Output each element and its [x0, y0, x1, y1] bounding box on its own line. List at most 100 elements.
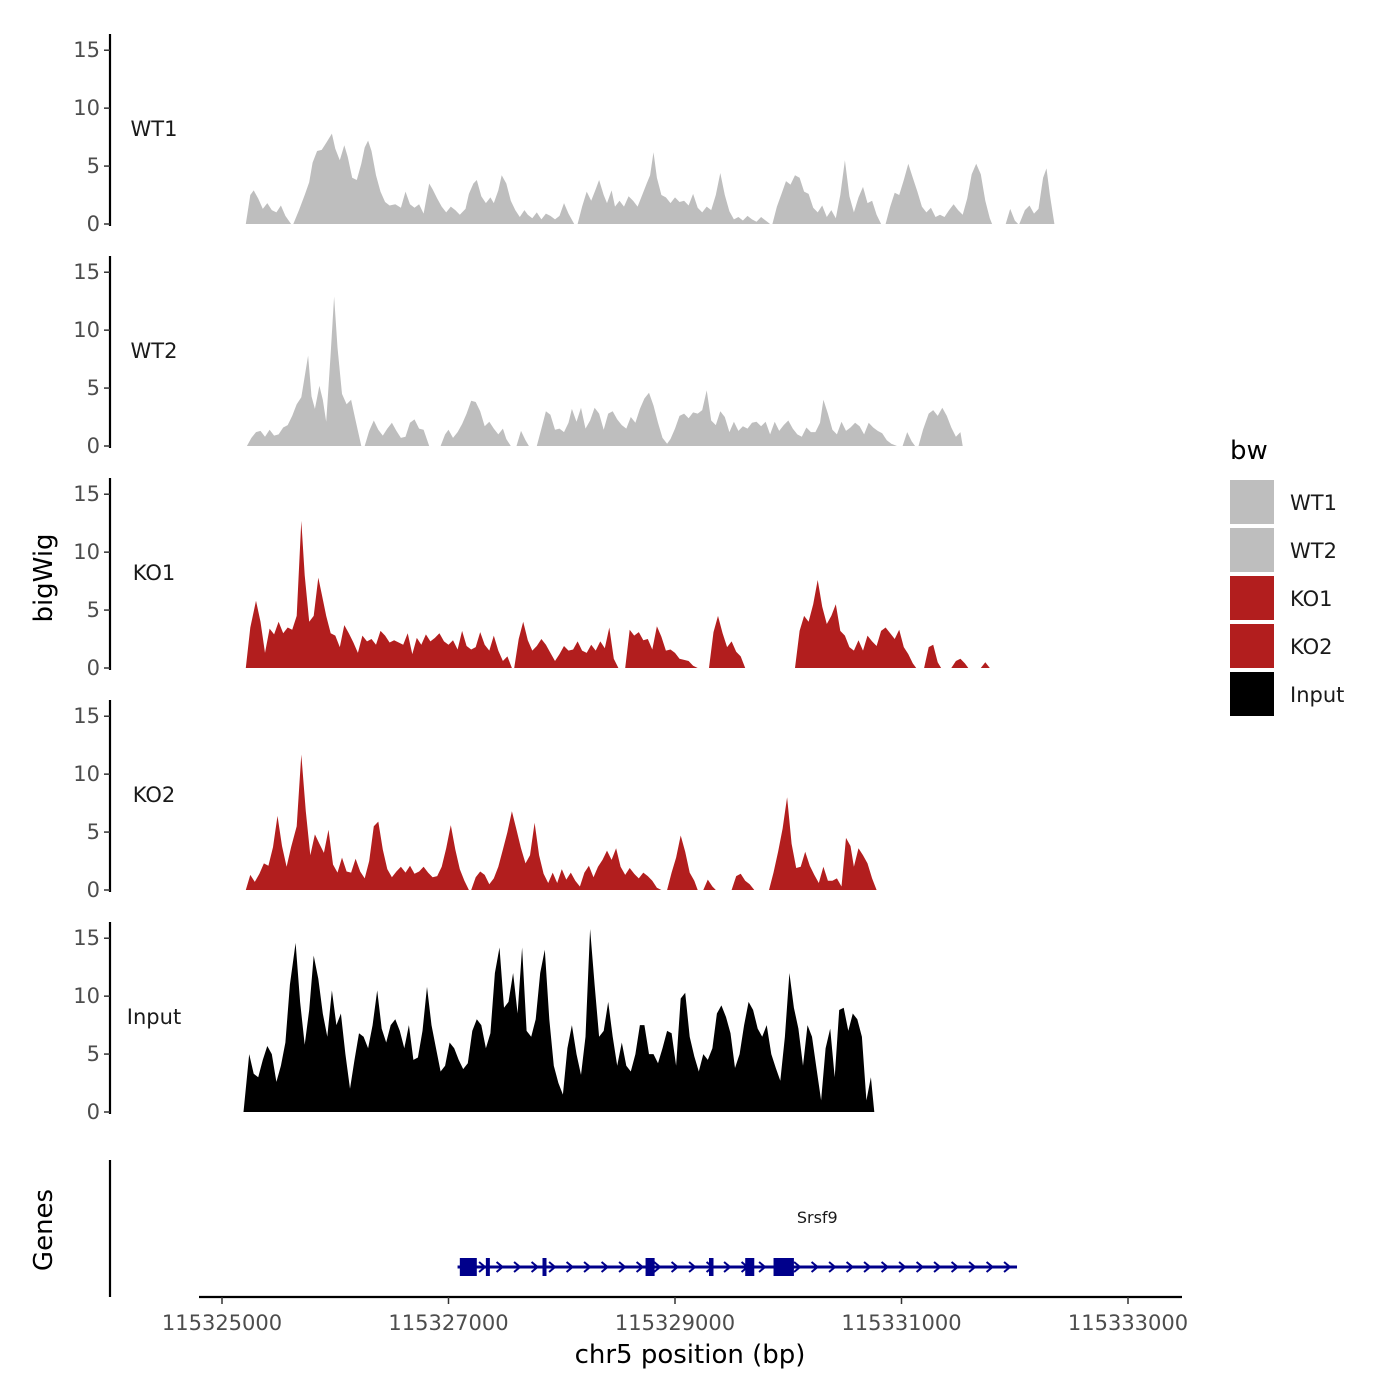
coverage-area-ko1-1	[514, 621, 619, 668]
strand-arrow	[513, 1261, 522, 1273]
coverage-area-wt1-2	[577, 152, 771, 224]
strand-arrow	[618, 1261, 627, 1273]
y-tick-label: 15	[73, 260, 100, 284]
coverage-area-ko2-1	[471, 811, 662, 890]
coverage-area-ko1-6	[951, 658, 969, 668]
track-label-ko1: KO1	[133, 561, 176, 585]
track-wt2: 0 5 10 15 WT2	[73, 256, 963, 458]
coverage-area-wt2-4	[536, 390, 897, 446]
legend-item-wt2: WT2	[1230, 528, 1337, 572]
y-tick-label: 10	[73, 762, 100, 786]
strand-arrow	[670, 1261, 680, 1273]
y-tick-label: 5	[87, 1042, 100, 1066]
strand-arrow	[653, 1261, 662, 1273]
coverage-area-ko2-5	[769, 797, 877, 890]
coverage-area-ko2-4	[731, 873, 755, 890]
legend-label: KO1	[1290, 587, 1333, 611]
strand-arrow	[530, 1261, 540, 1273]
y-axis-title: bigWig	[29, 533, 59, 622]
x-tick-label: 115331000	[841, 1311, 961, 1335]
coverage-area-ko2-0	[245, 754, 469, 890]
legend: bw WT1 WT2 KO1 KO2 Input	[1230, 436, 1344, 716]
strand-arrow	[600, 1261, 610, 1273]
gene-panel-title: Genes	[29, 1189, 59, 1271]
strand-arrow	[723, 1261, 732, 1273]
coverage-area-wt2-0	[246, 296, 362, 446]
y-tick-label: 15	[73, 704, 100, 728]
coverage-area-ko1-3	[709, 615, 746, 668]
y-tick-label: 15	[73, 482, 100, 506]
legend-label: WT1	[1290, 491, 1337, 515]
strand-arrow	[478, 1261, 487, 1273]
coverage-area-wt1-3	[772, 160, 882, 224]
x-axis: 115325000 115327000 115329000 115331000 1153…	[162, 1295, 1188, 1335]
x-tick-label: 115333000	[1068, 1311, 1188, 1335]
exon-3	[542, 1258, 547, 1276]
y-tick-label: 0	[87, 212, 100, 236]
track-input: 0 5 10 15 Input	[73, 922, 875, 1124]
legend-label: WT2	[1290, 539, 1337, 563]
y-tick-label: 15	[73, 38, 100, 62]
y-tick-label: 10	[73, 984, 100, 1008]
coverage-area-ko1-2	[625, 626, 698, 668]
coverage-area-wt1-6	[1019, 168, 1055, 224]
y-tick-label: 10	[73, 318, 100, 342]
strand-arrow	[880, 1261, 890, 1273]
coverage-area-ko1-7	[980, 662, 990, 668]
strand-arrow	[828, 1261, 837, 1273]
strand-arrow	[863, 1261, 872, 1273]
gene-name-label: Srsf9	[797, 1208, 838, 1227]
x-axis-title: chr5 position (bp)	[575, 1340, 806, 1370]
exon-6	[745, 1258, 755, 1276]
y-tick-label: 0	[87, 434, 100, 458]
y-tick-label: 5	[87, 154, 100, 178]
y-tick-label: 5	[87, 598, 100, 622]
x-tick-label: 115325000	[162, 1311, 282, 1335]
coverage-area-wt1-4	[885, 163, 993, 224]
exon-5	[708, 1258, 714, 1276]
coverage-area-ko2-3	[703, 879, 716, 890]
legend-item-ko1: KO1	[1230, 576, 1333, 620]
legend-item-input: Input	[1230, 672, 1344, 716]
coverage-area-wt2-3	[516, 430, 529, 446]
strand-arrow	[933, 1261, 942, 1273]
coverage-tracks: 0 5 10 15 WT1 0 5 10 15 WT2 0 5 10 15 KO1 0 5 10 15 KO2 0 5 10…	[73, 34, 1055, 1124]
legend-swatch	[1230, 576, 1274, 620]
coverage-area-wt2-5	[902, 432, 916, 446]
strand-arrow	[793, 1261, 802, 1273]
strand-arrow	[688, 1261, 697, 1273]
coverage-area-wt1-5	[1005, 208, 1019, 224]
x-tick-label: 115329000	[615, 1311, 735, 1335]
y-tick-label: 0	[87, 878, 100, 902]
strand-arrow	[915, 1261, 925, 1273]
strand-arrow	[1003, 1261, 1012, 1273]
x-tick-label: 115327000	[388, 1311, 508, 1335]
strand-arrow	[968, 1261, 977, 1273]
coverage-area-input-0	[243, 929, 875, 1112]
exon-1	[459, 1258, 477, 1276]
coverage-area-wt2-1	[364, 419, 430, 446]
track-label-wt1: WT1	[131, 117, 178, 141]
legend-item-wt1: WT1	[1230, 480, 1337, 524]
y-tick-label: 15	[73, 926, 100, 950]
strand-arrow	[985, 1261, 995, 1273]
coverage-area-ko1-4	[795, 580, 917, 668]
coverage-area-wt2-2	[440, 400, 511, 446]
legend-swatch	[1230, 672, 1274, 716]
legend-title: bw	[1230, 436, 1268, 466]
y-tick-label: 5	[87, 376, 100, 400]
coverage-area-ko1-0	[245, 520, 512, 668]
exon-2	[485, 1258, 490, 1276]
strand-arrow	[845, 1261, 855, 1273]
strand-arrow	[548, 1261, 557, 1273]
y-tick-label: 5	[87, 820, 100, 844]
strand-arrow	[495, 1261, 505, 1273]
y-tick-label: 10	[73, 96, 100, 120]
legend-swatch	[1230, 480, 1274, 524]
exon-4	[645, 1258, 655, 1276]
track-label-wt2: WT2	[131, 339, 178, 363]
strand-arrow	[898, 1261, 907, 1273]
strand-arrow	[810, 1261, 820, 1273]
legend-item-ko2: KO2	[1230, 624, 1333, 668]
